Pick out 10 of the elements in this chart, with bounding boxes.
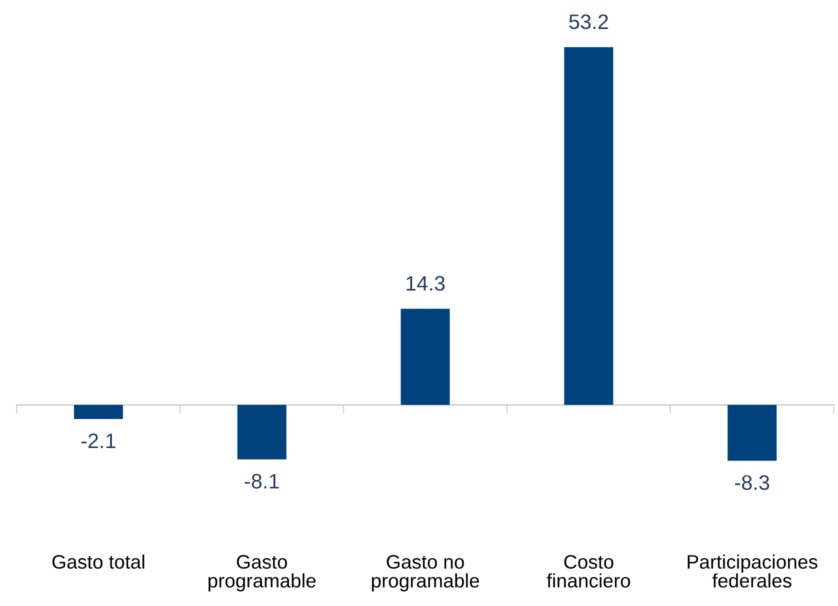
x-tick-label: Costo financiero xyxy=(546,555,630,588)
data-label: -2.1 xyxy=(81,434,116,448)
x-tick-label: Participaciones federales xyxy=(688,554,818,588)
data-label: 53.2 xyxy=(569,14,608,30)
data-label: 14.3 xyxy=(406,276,445,291)
x-tick-label: Gasto programable xyxy=(208,555,316,592)
data-label: -8.1 xyxy=(244,474,279,489)
data-label: -8.3 xyxy=(735,475,770,490)
x-tick-label: Gasto no programable xyxy=(372,555,480,592)
x-tick-label: Gasto total xyxy=(52,554,144,569)
